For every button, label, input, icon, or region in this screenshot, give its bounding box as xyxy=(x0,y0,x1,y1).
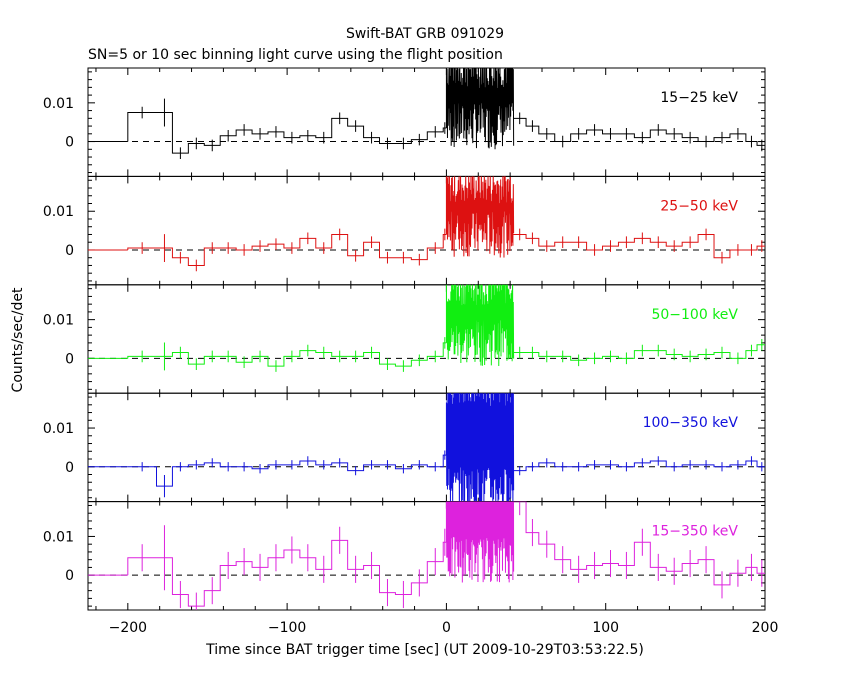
series-burst xyxy=(445,393,515,502)
chart-subtitle: SN=5 or 10 sec binning light curve using… xyxy=(88,47,503,63)
band-label: 15−350 keV xyxy=(651,524,738,540)
series-15-350-kev xyxy=(88,501,765,611)
x-tick-label: 0 xyxy=(442,620,451,636)
series-step-pre xyxy=(127,342,447,367)
x-tick-label: −100 xyxy=(268,620,306,636)
x-axis-label: Time since BAT trigger time [sec] (UT 20… xyxy=(205,642,644,658)
x-tick-label: −200 xyxy=(109,620,147,636)
y-tick-label: 0 xyxy=(65,460,74,476)
series-step-pre xyxy=(127,112,447,154)
y-tick-label: 0.01 xyxy=(43,96,74,112)
panels-layer: 0 0.01 15−25 keV 0 0.01 25−50 keV 0 0.01 50−100 … xyxy=(43,67,779,636)
series-step-pre xyxy=(127,233,447,266)
series-step-post xyxy=(513,460,765,472)
panel-frame xyxy=(87,67,766,177)
series-step-post xyxy=(513,117,765,146)
band-label: 25−50 keV xyxy=(660,198,738,214)
panel-frame xyxy=(87,501,766,611)
series-15-25-kev xyxy=(88,68,765,159)
panel-frame xyxy=(87,284,766,394)
panel-25-50-kev: 0 0.01 25−50 keV xyxy=(43,175,766,286)
series-burst xyxy=(445,176,515,258)
y-tick-label: 0.01 xyxy=(43,529,74,545)
series-burst xyxy=(445,68,515,150)
y-tick-label: 0 xyxy=(65,243,74,259)
y-axis-label: Counts/sec/det xyxy=(10,287,26,392)
panel-15-350-kev: 0 0.01 15−350 keV xyxy=(43,501,766,611)
series-burst xyxy=(445,501,515,583)
series-25-50-kev xyxy=(88,176,765,272)
x-tick-label: 200 xyxy=(752,620,779,636)
panel-frame xyxy=(87,175,766,286)
panel-frame xyxy=(87,392,766,503)
panel-15-25-kev: 0 0.01 15−25 keV xyxy=(43,67,766,177)
band-label: 100−350 keV xyxy=(643,415,739,431)
y-tick-label: 0 xyxy=(65,568,74,584)
y-tick-label: 0.01 xyxy=(43,313,74,329)
y-tick-label: 0 xyxy=(65,135,74,151)
series-step-pre xyxy=(127,454,447,487)
chart-title: Swift-BAT GRB 091029 xyxy=(346,26,504,42)
panel-100-350-kev: 0 0.01 100−350 keV xyxy=(43,392,766,503)
series-100-350-kev xyxy=(88,393,765,502)
series-step-post xyxy=(513,344,765,361)
y-tick-label: 0 xyxy=(65,351,74,367)
band-label: 15−25 keV xyxy=(660,90,738,106)
series-step-pre xyxy=(127,539,447,607)
band-label: 50−100 keV xyxy=(651,307,738,323)
series-step-post xyxy=(513,233,765,259)
y-tick-label: 0.01 xyxy=(43,421,74,437)
panel-50-100-kev: 0 0.01 50−100 keV xyxy=(43,284,766,394)
series-burst xyxy=(445,284,515,367)
y-tick-label: 0.01 xyxy=(43,204,74,220)
series-step-post xyxy=(513,501,765,586)
series-50-100-kev xyxy=(88,284,765,372)
x-tick-label: 100 xyxy=(592,620,619,636)
